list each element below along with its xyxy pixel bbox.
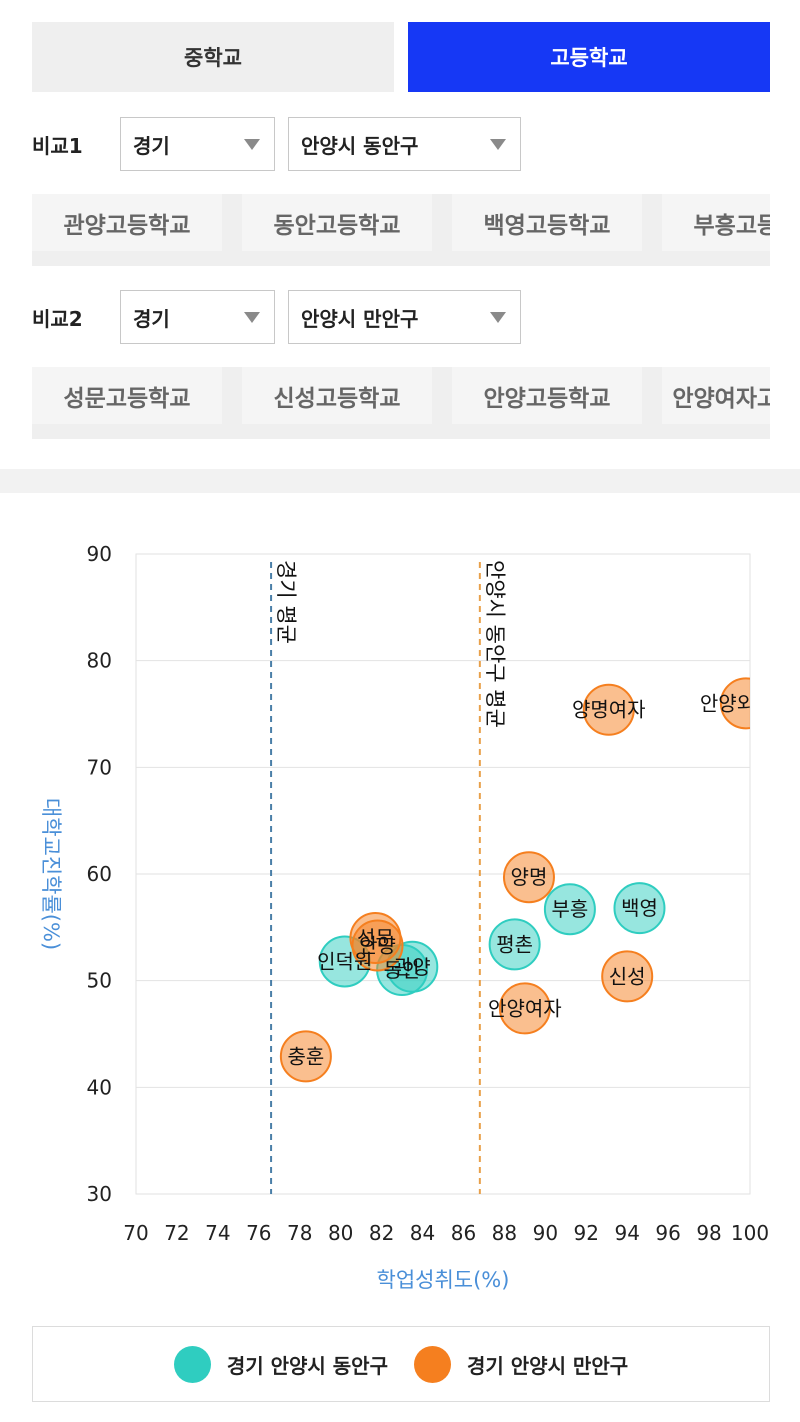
data-point[interactable] (601, 950, 654, 1003)
data-point-label: 안양외국어 (700, 691, 792, 715)
scatter-chart: 경기 평균 안양시 동안구 평균 30 40 50 60 70 80 90 70 72 74 76 78… (0, 520, 800, 1310)
x-tick-label: 80 (328, 1221, 353, 1245)
school-chip[interactable]: 부흥고등학교 (662, 194, 770, 251)
legend-label-series1: 경기 안양시 동안구 (226, 1353, 388, 1378)
x-tick-label: 84 (410, 1221, 435, 1245)
x-tick-label: 78 (287, 1221, 312, 1245)
y-tick-label: 50 (87, 969, 112, 993)
data-point[interactable] (502, 851, 555, 904)
x-tick-label: 86 (451, 1221, 476, 1245)
compare1-school-list[interactable]: 관양고등학교 동안고등학교 백영고등학교 부흥고등학교 (32, 194, 770, 266)
compare1-district-select[interactable]: 안양시 동안구 (288, 117, 521, 171)
school-level-tabs: 중학교 고등학교 (32, 22, 770, 92)
data-point-label: 충훈 (287, 1044, 324, 1068)
data-point-label: 백영 (621, 896, 658, 920)
school-chip[interactable]: 안양고등학교 (452, 367, 642, 424)
school-chip[interactable]: 신성고등학교 (242, 367, 432, 424)
reference-line-label: 경기 평균 (274, 560, 298, 644)
legend-swatch-series1 (173, 1345, 211, 1383)
compare1-row: 비교1 경기 안양시 동안구 (32, 117, 521, 171)
data-point[interactable] (719, 677, 771, 730)
chevron-down-icon (490, 139, 506, 150)
school-chip[interactable]: 백영고등학교 (452, 194, 642, 251)
data-point-label: 안양 (359, 933, 396, 957)
tab-high-school[interactable]: 고등학교 (408, 22, 770, 92)
compare2-district-select[interactable]: 안양시 만안구 (288, 290, 521, 344)
x-tick-label: 96 (655, 1221, 680, 1245)
y-tick-label: 40 (87, 1075, 112, 1099)
y-axis-title: 대학교진학률(%) (39, 798, 63, 950)
school-chip[interactable]: 안양여자고등학교 (662, 367, 770, 424)
x-tick-label: 98 (696, 1221, 721, 1245)
compare2-region-select[interactable]: 경기 (120, 290, 275, 344)
compare1-label: 비교1 (32, 133, 83, 158)
compare1-district-value: 안양시 동안구 (301, 133, 419, 158)
school-chip[interactable]: 관양고등학교 (32, 194, 222, 251)
x-tick-label: 72 (164, 1221, 189, 1245)
chevron-down-icon (490, 312, 506, 323)
x-tick-label: 94 (614, 1221, 639, 1245)
data-point[interactable] (349, 912, 402, 964)
x-axis-title: 학업성취도(%) (377, 1268, 510, 1292)
chart-svg: 경기 평균 안양시 동안구 평균 30 40 50 60 70 80 90 70 72 74 76 78… (39, 542, 792, 1292)
data-point-label: 부흥 (551, 897, 588, 921)
x-tick-label: 76 (246, 1221, 271, 1245)
data-point[interactable] (543, 883, 596, 936)
chevron-down-icon (244, 139, 260, 150)
data-point[interactable] (279, 1030, 332, 1083)
x-tick-label: 92 (574, 1221, 599, 1245)
x-tick-label: 100 (731, 1221, 769, 1245)
data-point-label: 신성 (609, 964, 646, 988)
data-point[interactable] (613, 882, 666, 935)
y-tick-label: 70 (87, 755, 112, 779)
chevron-down-icon (244, 312, 260, 323)
data-point-label: 양명여자 (572, 698, 646, 722)
school-chip[interactable]: 성문고등학교 (32, 367, 222, 424)
compare2-region-value: 경기 (133, 306, 170, 331)
compare2-label: 비교2 (32, 306, 83, 331)
data-point-label: 평촌 (496, 932, 533, 956)
x-tick-label: 74 (205, 1221, 230, 1245)
x-tick-label: 70 (123, 1221, 148, 1245)
y-tick-label: 60 (87, 862, 112, 886)
y-tick-label: 90 (87, 542, 112, 566)
compare1-region-select[interactable]: 경기 (120, 117, 275, 171)
data-point-label: 관양 (394, 955, 431, 979)
reference-line-label: 안양시 동안구 평균 (483, 560, 507, 728)
compare1-region-value: 경기 (133, 133, 170, 158)
section-divider (0, 469, 800, 493)
legend-item-series1[interactable]: 경기 안양시 동안구 (173, 1345, 388, 1383)
legend-item-series2[interactable]: 경기 안양시 만안구 (414, 1345, 629, 1383)
data-point-label: 양명 (511, 865, 548, 889)
data-point-label: 인덕원 (317, 949, 372, 973)
compare2-district-value: 안양시 만안구 (301, 306, 419, 331)
y-tick-label: 80 (87, 649, 112, 673)
x-tick-label: 82 (369, 1221, 394, 1245)
legend-label-series2: 경기 안양시 만안구 (467, 1353, 629, 1378)
legend-swatch-series2 (414, 1345, 451, 1383)
y-tick-label: 30 (87, 1182, 112, 1206)
data-point-label: 성문 (357, 926, 394, 950)
compare2-row: 비교2 경기 안양시 만안구 (32, 290, 521, 344)
data-point[interactable] (498, 982, 551, 1035)
data-point-label: 안양여자 (488, 996, 562, 1020)
data-point[interactable] (488, 918, 541, 971)
chart-legend: 경기 안양시 동안구 경기 안양시 만안구 (32, 1326, 770, 1402)
x-tick-label: 88 (492, 1221, 517, 1245)
data-point-label: 동안 (384, 958, 421, 982)
school-chip[interactable]: 동안고등학교 (242, 194, 432, 251)
data-point[interactable] (582, 683, 635, 736)
x-tick-label: 90 (533, 1221, 558, 1245)
tab-middle-school[interactable]: 중학교 (32, 22, 394, 92)
compare2-school-list[interactable]: 성문고등학교 신성고등학교 안양고등학교 안양여자고등학교 (32, 367, 770, 439)
